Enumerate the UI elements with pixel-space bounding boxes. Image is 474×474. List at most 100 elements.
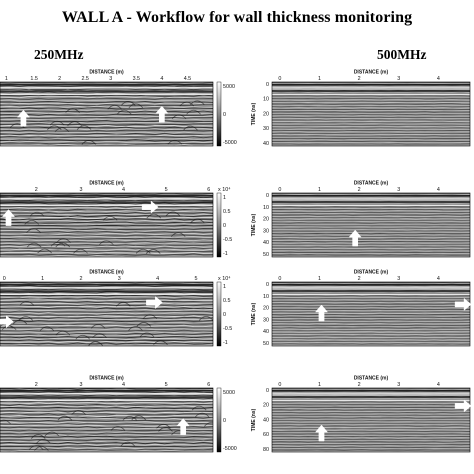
y-tick-label: 60	[263, 432, 269, 438]
distance-axis-label: DISTANCE (m)	[354, 270, 389, 276]
y-tick-label: 40	[263, 141, 269, 147]
x-tick-label: 3	[397, 276, 400, 282]
x-tick-label: 0	[278, 76, 281, 82]
x-tick-label: 4	[160, 76, 163, 82]
x-tick-label: 2	[35, 382, 38, 388]
y-tick-label: 40	[263, 417, 269, 423]
x-tick-label: 5	[194, 276, 197, 282]
x-tick-label: 3	[109, 76, 112, 82]
x-tick-label: 6	[207, 382, 210, 388]
y-tick-label: 10	[263, 97, 269, 103]
x-tick-label: 5	[165, 187, 168, 193]
y-tick-label: 50	[263, 252, 269, 258]
column-heading-500mhz: 500MHz	[377, 47, 427, 62]
y-tick-label: 20	[263, 403, 269, 409]
x-tick-label: 2	[358, 382, 361, 388]
arrow-right-icon	[146, 295, 163, 310]
colorbar-tick-label: -5000	[223, 446, 237, 452]
figure-title: WALL A - Workflow for wall thickness mon…	[61, 9, 413, 26]
colorbar-tick-label: 5000	[223, 390, 235, 396]
colorbar-tick-label: 1	[223, 284, 226, 290]
colorbar-tick-label: -1	[223, 340, 228, 346]
y-tick-label: 20	[263, 111, 269, 117]
x-tick-label: 4	[437, 76, 440, 82]
y-tick-label: 40	[263, 240, 269, 246]
radargram-500mhz-4: DISTANCE (m) 0 1 2 3 4 TIME (ns) 0 20 40 60 80	[244, 374, 474, 460]
colorbar-tick-label: 1	[223, 195, 226, 201]
colorbar	[216, 281, 222, 347]
x-tick-label: 2	[358, 76, 361, 82]
colorbar-tick-label: -1	[223, 251, 228, 257]
colorbar-tick-label: -0.5	[223, 326, 232, 332]
colorbar-tick-label: 0	[223, 112, 226, 118]
y-tick-label: 30	[263, 126, 269, 132]
x-tick-label: 2	[358, 187, 361, 193]
arrow-up-icon	[1, 209, 16, 226]
x-tick-label: 1	[318, 187, 321, 193]
colorbar-tick-label: 5000	[223, 84, 235, 90]
x-tick-label: 6	[207, 187, 210, 193]
arrow-up-icon	[16, 109, 30, 127]
time-axis-label: TIME (ns)	[251, 213, 257, 236]
radargram-500mhz-1: DISTANCE (m) 0 1 2 3 4 TIME (ns) 0 10 20 30 40	[244, 68, 474, 154]
x-tick-label: 4	[437, 382, 440, 388]
colorbar	[216, 387, 222, 453]
arrow-up-icon	[155, 105, 169, 123]
distance-axis-label: DISTANCE (m)	[89, 181, 124, 187]
x-tick-label: 1.5	[30, 76, 38, 82]
x-tick-label: 2	[358, 276, 361, 282]
x-tick-label: 2	[58, 76, 61, 82]
x-tick-label: 0	[278, 187, 281, 193]
x-tick-label: 0	[3, 276, 6, 282]
y-tick-label: 30	[263, 228, 269, 234]
x-tick-label: 4	[437, 187, 440, 193]
x-tick-label: 3	[79, 187, 82, 193]
time-axis-label: TIME (ns)	[251, 302, 257, 325]
arrow-up-icon	[176, 418, 190, 435]
y-tick-label: 0	[266, 193, 269, 199]
radargram-500mhz-3: DISTANCE (m) 0 1 2 3 4 TIME (ns) 0 10 20 30 40 50	[244, 268, 474, 354]
y-tick-label: 10	[263, 294, 269, 300]
colorbar-tick-label: 0	[223, 418, 226, 424]
radargram-500mhz-2: DISTANCE (m) 0 1 2 3 4 TIME (ns) 0 10 20 30 40 50	[244, 179, 474, 265]
distance-axis-label: DISTANCE (m)	[354, 181, 389, 187]
x-tick-label: 3	[118, 276, 121, 282]
colorbar-tick-label: 0.5	[223, 298, 231, 304]
distance-axis-label: DISTANCE (m)	[89, 70, 124, 76]
x-tick-label: 1	[318, 382, 321, 388]
x-tick-label: 3	[397, 187, 400, 193]
distance-axis-label: DISTANCE (m)	[354, 70, 389, 76]
x-tick-label: 2	[79, 276, 82, 282]
y-tick-label: 10	[263, 205, 269, 211]
radargram-250mhz-2: DISTANCE (m) 2 3 4 5 6 x 10⁴ 1 0.5 0 -0.5 -1	[0, 179, 240, 265]
time-axis-label: TIME (ns)	[251, 102, 257, 125]
y-tick-label: 20	[263, 306, 269, 312]
distance-axis-label: DISTANCE (m)	[89, 270, 124, 276]
y-tick-label: 0	[266, 82, 269, 88]
y-tick-label: 80	[263, 447, 269, 453]
colorbar-tick-label: 0	[223, 223, 226, 229]
arrow-right-icon	[454, 399, 472, 413]
colorbar-tick-label: -5000	[223, 140, 237, 146]
x-tick-label: 3	[397, 76, 400, 82]
x-tick-label: 4.5	[184, 76, 192, 82]
radargram-250mhz-3: DISTANCE (m) 0 1 2 3 4 5 x 10⁴ 1 0.5 0 -0.5 -1	[0, 268, 240, 354]
x-tick-label: 3	[79, 382, 82, 388]
arrow-right-icon	[141, 200, 159, 214]
colorbar	[216, 192, 222, 258]
x-tick-label: 4	[156, 276, 159, 282]
distance-axis-label: DISTANCE (m)	[354, 376, 389, 382]
x-tick-label: 0	[278, 382, 281, 388]
y-tick-label: 30	[263, 317, 269, 323]
x-tick-label: 4	[437, 276, 440, 282]
x-tick-label: 2	[35, 187, 38, 193]
colorbar	[216, 81, 222, 147]
x-tick-label: 1	[5, 76, 8, 82]
x-tick-label: 3	[397, 382, 400, 388]
x-tick-label: 1	[318, 76, 321, 82]
radargram-250mhz-1: DISTANCE (m) 1 1.5 2 2.5 3 3.5 4 4.5 5000 0 -5000	[0, 68, 240, 154]
colorbar-exponent: x 10⁴	[218, 187, 231, 193]
y-tick-label: 0	[266, 388, 269, 394]
arrow-right-icon	[454, 297, 472, 311]
x-tick-label: 2.5	[81, 76, 89, 82]
